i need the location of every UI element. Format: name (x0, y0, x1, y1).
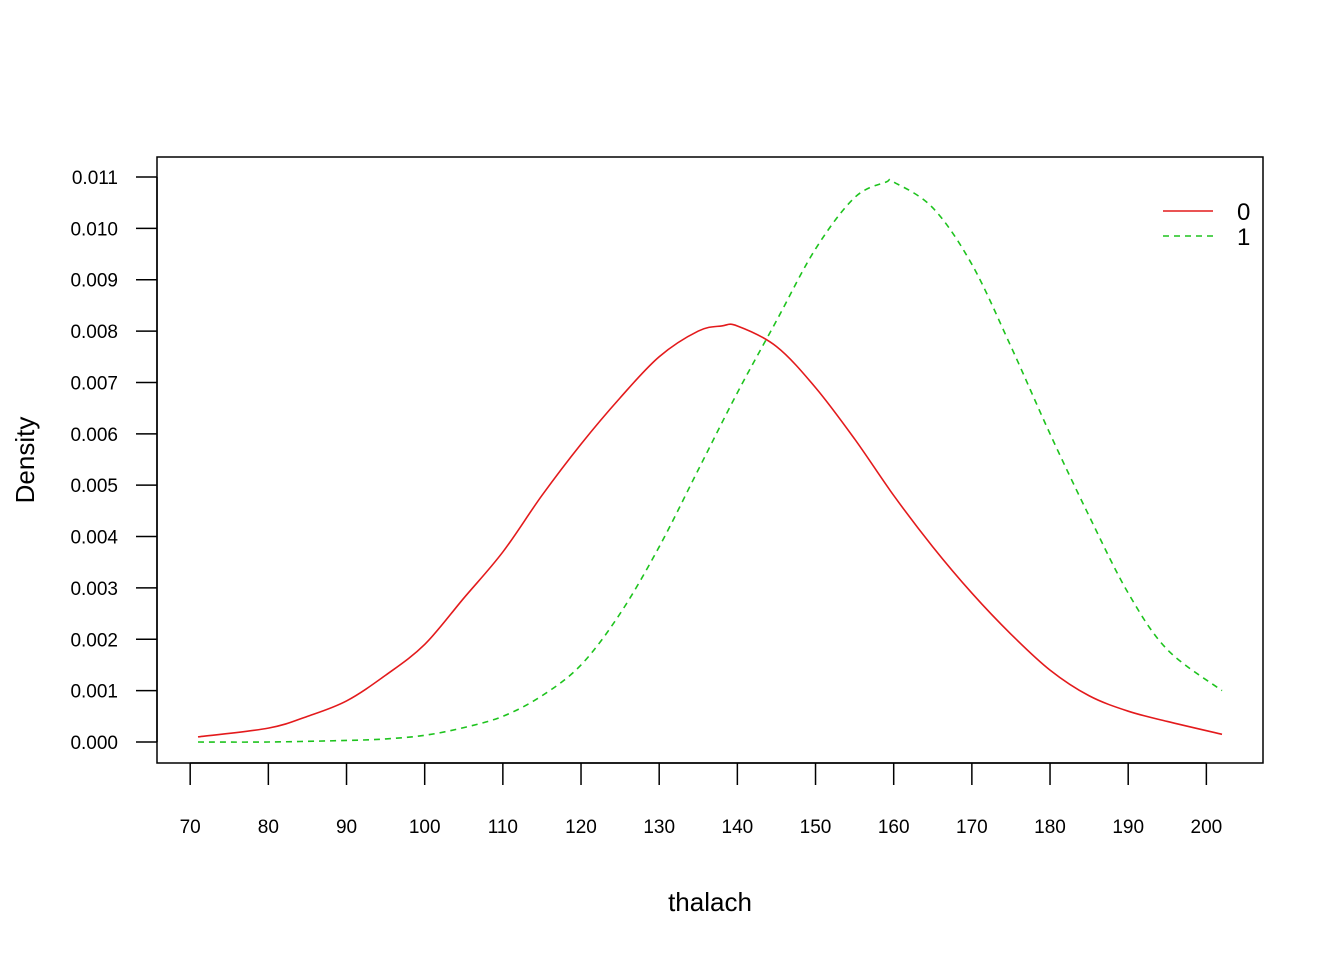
x-tick-label: 150 (800, 817, 832, 838)
x-tick-label: 170 (956, 817, 988, 838)
y-tick-label: 0.006 (70, 425, 118, 446)
y-tick-label: 0.007 (70, 373, 118, 394)
legend-label-1: 1 (1237, 224, 1250, 251)
y-tick-label: 0.009 (70, 271, 118, 292)
plot-frame (156, 156, 1264, 764)
x-tick-label: 70 (180, 817, 201, 838)
x-axis-title: thalach (668, 887, 752, 917)
y-tick-label: 0.001 (70, 682, 118, 703)
series-line-1 (197, 178, 1223, 743)
y-tick-label: 0.011 (72, 168, 118, 189)
y-tick-label: 0.008 (70, 322, 118, 343)
y-tick-label: 0.000 (70, 733, 118, 754)
x-tick-label: 120 (565, 817, 597, 838)
y-tick-label: 0.003 (70, 579, 118, 600)
x-tick-label: 110 (488, 817, 518, 838)
x-tick-label: 140 (722, 817, 754, 838)
y-tick-label: 0.004 (70, 528, 118, 549)
series-line-0 (197, 323, 1223, 738)
series-layer (197, 178, 1223, 743)
x-tick-label: 200 (1191, 817, 1223, 838)
x-tick-label: 80 (258, 817, 279, 838)
y-axis-title: Density (10, 417, 40, 504)
x-tick-label: 190 (1112, 817, 1144, 838)
y-tick-label: 0.010 (70, 219, 118, 240)
y-tick-label: 0.005 (70, 476, 118, 497)
y-axis: 0.000 0.001 0.002 0.003 0.004 0.005 0.006 0.007… (70, 168, 158, 754)
x-tick-label: 130 (643, 817, 675, 838)
y-tick-label: 0.002 (70, 630, 118, 651)
x-tick-label: 160 (878, 817, 910, 838)
legend-label-0: 0 (1237, 199, 1250, 226)
x-axis: 70 80 90 100 110 120 130 140 150 160 170 180 190 200 (180, 762, 1223, 838)
x-tick-label: 100 (409, 817, 441, 838)
legend: 01 (1163, 199, 1250, 251)
x-tick-label: 180 (1034, 817, 1066, 838)
x-tick-label: 90 (336, 817, 357, 838)
